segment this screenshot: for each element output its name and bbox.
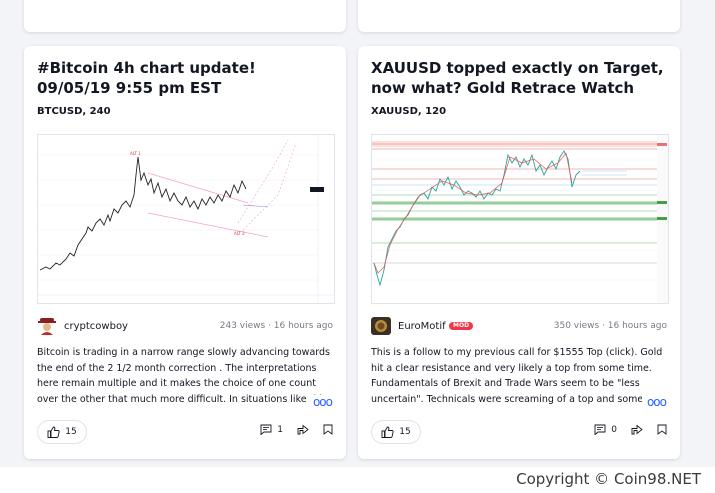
like-count: 15 bbox=[65, 427, 77, 437]
idea-description[interactable]: This is a follow to my previous call for… bbox=[371, 347, 663, 405]
idea-chart-preview[interactable]: ALT 1 ALT 2 bbox=[37, 134, 335, 304]
avatar[interactable] bbox=[37, 317, 57, 335]
like-count: 15 bbox=[399, 427, 411, 437]
idea-description[interactable]: Bitcoin is trading in a narrow range slo… bbox=[37, 347, 330, 405]
comments-button[interactable]: 1 bbox=[260, 424, 283, 435]
share-icon[interactable] bbox=[631, 424, 643, 435]
author-row: EuroMotif MOD 350 views · 16 hours ago bbox=[371, 317, 667, 337]
idea-chart-preview[interactable] bbox=[371, 134, 669, 304]
comment-count: 0 bbox=[611, 424, 617, 435]
like-button[interactable]: 15 bbox=[37, 420, 87, 444]
idea-title[interactable]: #Bitcoin 4h chart update! 09/05/19 9:55 … bbox=[37, 59, 256, 97]
copyright-text: Copyright © Coin98.NET bbox=[516, 470, 701, 488]
previous-card-left[interactable] bbox=[24, 0, 346, 32]
idea-actions: 1 bbox=[260, 424, 333, 435]
idea-actions: 0 bbox=[594, 424, 667, 435]
more-dots-icon[interactable]: ooo bbox=[641, 395, 667, 409]
share-icon[interactable] bbox=[297, 424, 309, 435]
idea-meta: 350 views · 16 hours ago bbox=[553, 321, 667, 331]
comment-icon bbox=[594, 424, 606, 435]
idea-card-gold[interactable]: XAUUSD topped exactly on Target, now wha… bbox=[358, 46, 680, 459]
thumbs-up-icon bbox=[381, 426, 394, 438]
author-name[interactable]: cryptcowboy bbox=[64, 321, 128, 332]
idea-meta: 243 views · 16 hours ago bbox=[219, 321, 333, 331]
moderator-badge: MOD bbox=[449, 322, 474, 330]
footer: Copyright © Coin98.NET bbox=[0, 467, 715, 493]
previous-card-right[interactable] bbox=[358, 0, 680, 32]
comments-button[interactable]: 0 bbox=[594, 424, 617, 435]
bookmark-icon[interactable] bbox=[657, 424, 667, 435]
idea-title[interactable]: XAUUSD topped exactly on Target, now wha… bbox=[371, 59, 664, 97]
comment-icon bbox=[260, 424, 272, 435]
author-row: cryptcowboy 243 views · 16 hours ago bbox=[37, 317, 333, 337]
comment-count: 1 bbox=[277, 424, 283, 435]
like-button[interactable]: 15 bbox=[371, 420, 421, 444]
author-name[interactable]: EuroMotif bbox=[398, 321, 446, 332]
bookmark-icon[interactable] bbox=[323, 424, 333, 435]
chart-label-alt1: ALT 1 bbox=[130, 151, 141, 156]
idea-symbol[interactable]: BTCUSD, 240 bbox=[37, 106, 111, 117]
avatar[interactable] bbox=[371, 317, 391, 335]
idea-symbol[interactable]: XAUUSD, 120 bbox=[371, 106, 447, 117]
more-dots-icon[interactable]: ooo bbox=[307, 395, 333, 409]
thumbs-up-icon bbox=[47, 426, 60, 438]
chart-label-alt2: ALT 2 bbox=[234, 231, 245, 236]
idea-card-bitcoin[interactable]: #Bitcoin 4h chart update! 09/05/19 9:55 … bbox=[24, 46, 346, 459]
